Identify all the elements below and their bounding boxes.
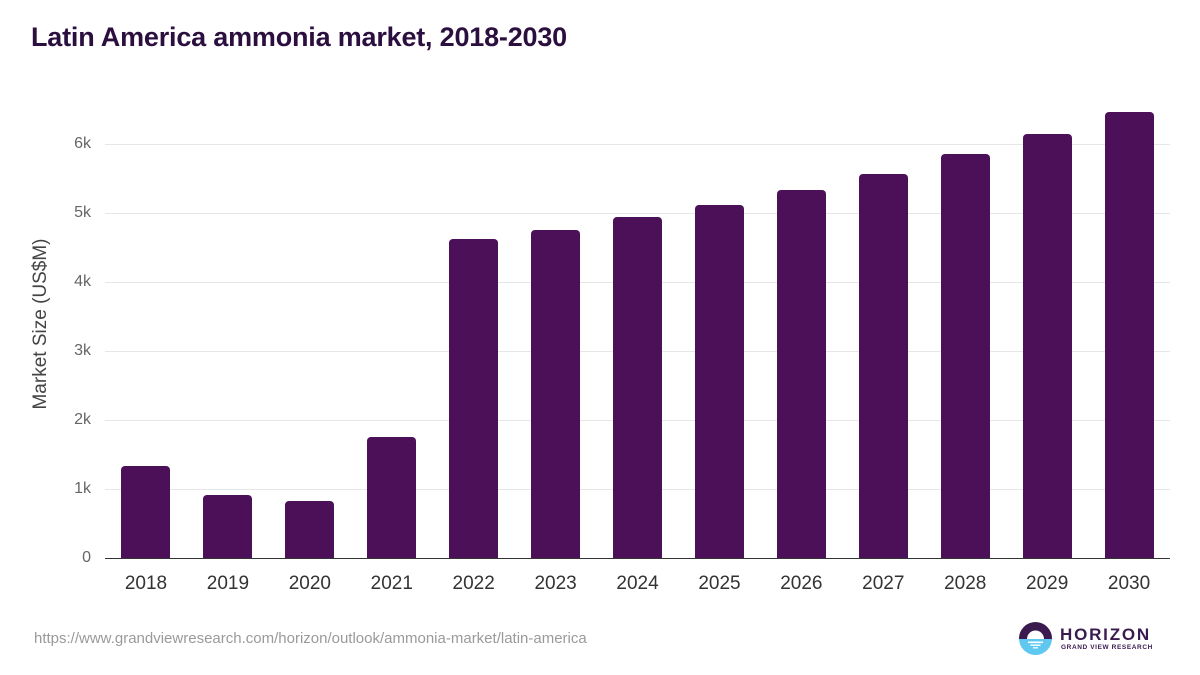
x-tick-label: 2027 [862, 573, 905, 594]
bar-2018[interactable] [121, 466, 171, 558]
horizon-logo: HORIZON GRAND VIEW RESEARCH [1019, 622, 1159, 658]
bar-2023[interactable] [531, 229, 581, 558]
x-tick-label: 2019 [206, 573, 250, 594]
bar-2026[interactable] [776, 189, 826, 558]
x-tick-label: 2020 [288, 573, 331, 594]
x-tick-label: 2022 [452, 573, 495, 594]
bar-2024[interactable] [613, 217, 662, 558]
bar-2029[interactable] [1022, 134, 1072, 558]
y-axis-label: Market Size (US$M) [30, 238, 51, 410]
bar-2025[interactable] [694, 204, 744, 558]
y-tick-label: 1k [74, 480, 91, 497]
y-tick-label: 6k [74, 135, 91, 152]
logo-subtitle: GRAND VIEW RESEARCH [1061, 644, 1153, 651]
gridline [105, 144, 1170, 145]
horizon-sun-logo-icon [1019, 622, 1052, 655]
plot-area: 0 1k 2k 3k 4k 5k 6k 2018 2019 2020 2021 2022 2023 202… [74, 100, 1170, 594]
x-tick-label: 2024 [616, 573, 659, 594]
bar-2021[interactable] [367, 436, 417, 558]
bar-2028[interactable] [940, 154, 990, 558]
x-tick-label: 2021 [370, 573, 413, 594]
x-tick-label: 2028 [944, 573, 987, 594]
bar-2027[interactable] [858, 173, 908, 558]
gridline [105, 213, 1170, 214]
x-tick-label: 2025 [698, 573, 741, 594]
logo-wordmark: HORIZON [1060, 625, 1151, 644]
x-tick-label: 2018 [124, 573, 168, 594]
bar-2019[interactable] [203, 494, 253, 558]
bar-2030[interactable] [1104, 111, 1154, 558]
x-tick-label: 2026 [780, 573, 823, 594]
y-tick-label: 0 [82, 549, 91, 566]
x-tick-label: 2029 [1026, 573, 1069, 594]
y-tick-label: 3k [74, 342, 91, 359]
source-url: https://www.grandviewresearch.com/horizo… [34, 630, 587, 647]
chart-title: Latin America ammonia market, 2018-2030 [31, 22, 567, 52]
y-tick-label: 4k [74, 273, 91, 290]
bar-2020[interactable] [285, 501, 335, 558]
x-tick-label: 2023 [534, 573, 577, 594]
y-tick-label: 2k [74, 411, 91, 428]
y-tick-label: 5k [74, 204, 91, 221]
x-axis-baseline [105, 557, 1170, 559]
x-tick-label: 2030 [1107, 573, 1151, 594]
bar-2022[interactable] [449, 239, 499, 558]
